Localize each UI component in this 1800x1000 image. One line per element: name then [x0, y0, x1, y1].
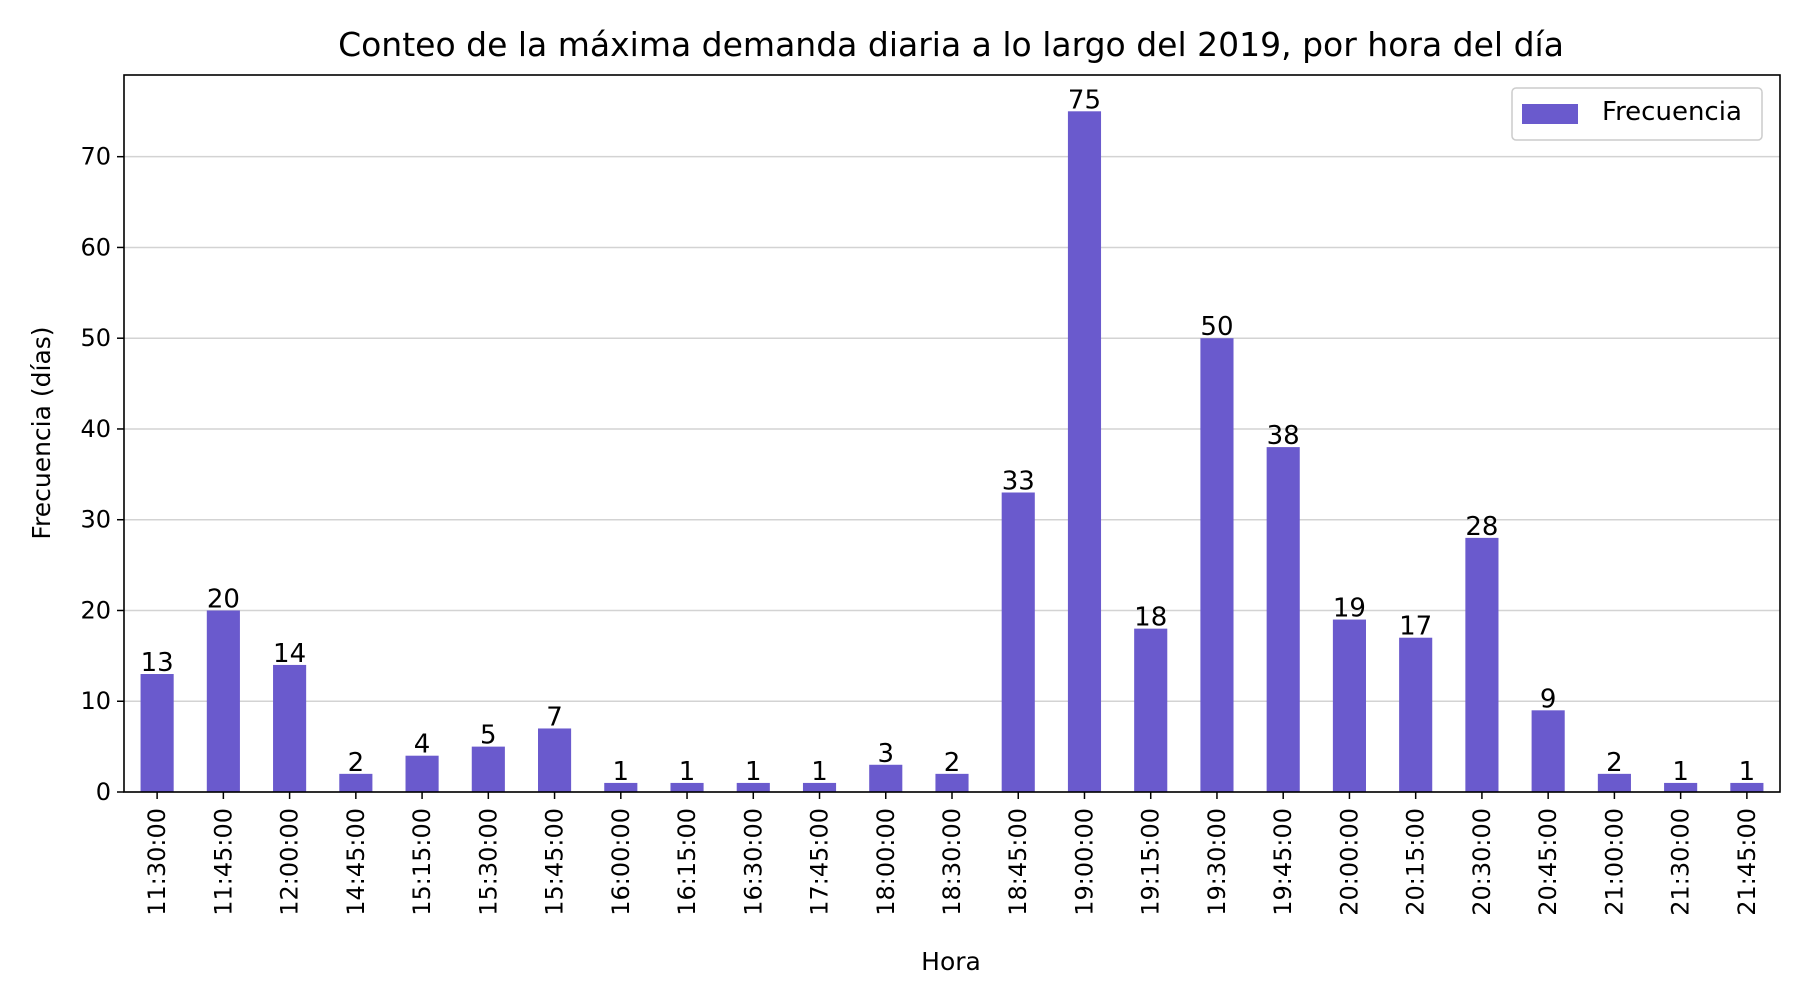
x-tick-label: 20:15:00 [1402, 808, 1430, 916]
data-label-15:45:00: 7 [546, 702, 563, 732]
data-label-12:00:00: 14 [273, 639, 306, 669]
data-label-20:15:00: 17 [1399, 612, 1432, 642]
x-tick-label: 19:30:00 [1203, 808, 1231, 916]
bar-15:30:00 [471, 746, 505, 792]
bar-21:30:00 [1664, 782, 1698, 792]
bar-20:45:00 [1531, 710, 1565, 792]
data-label-11:45:00: 20 [207, 584, 240, 614]
data-label-18:00:00: 3 [877, 739, 894, 769]
x-tick-label: 21:00:00 [1600, 808, 1628, 916]
data-label-20:45:00: 9 [1540, 684, 1557, 714]
data-label-19:15:00: 18 [1134, 603, 1167, 633]
legend-swatch [1522, 104, 1578, 124]
bar-17:45:00 [802, 782, 837, 792]
data-label-16:00:00: 1 [613, 757, 630, 787]
data-label-19:45:00: 38 [1267, 421, 1300, 451]
y-tick-label: 30 [80, 506, 111, 534]
data-label-17:45:00: 1 [811, 757, 828, 787]
bar-19:45:00 [1266, 447, 1300, 792]
y-axis: 0 10 20 30 40 50 60 70 [80, 143, 124, 806]
x-tick-label: 19:15:00 [1137, 808, 1165, 916]
bar-19:30:00 [1200, 338, 1234, 792]
legend: Frecuencia [1511, 87, 1763, 141]
x-tick-label: 20:30:00 [1468, 808, 1496, 916]
data-label-14:45:00: 2 [348, 748, 365, 778]
x-axis: 11:30:00 11:45:00 12:00:00 14:45:00 15:15:00… [143, 792, 1761, 916]
x-tick-label: 20:00:00 [1335, 808, 1363, 916]
data-label-20:00:00: 19 [1333, 594, 1366, 624]
data-label-20:30:00: 28 [1465, 512, 1498, 542]
data-label-18:45:00: 33 [1002, 466, 1035, 496]
legend-label: Frecuencia [1602, 97, 1742, 127]
bar-18:30:00 [935, 773, 969, 792]
plot-frame [123, 74, 1781, 793]
x-tick-label: 14:45:00 [342, 808, 370, 916]
data-label-11:30:00: 13 [141, 648, 174, 678]
data-label-21:30:00: 1 [1672, 757, 1689, 787]
y-tick-label: 0 [96, 778, 111, 806]
x-tick-label: 15:15:00 [408, 808, 436, 916]
bar-18:45:00 [1001, 492, 1035, 792]
y-tick-label: 50 [80, 324, 111, 352]
bar-21:45:00 [1730, 782, 1764, 792]
bar-12:00:00 [273, 664, 307, 792]
bar-18:00:00 [869, 764, 903, 792]
bars [140, 111, 1764, 793]
legend-box [1511, 87, 1763, 141]
chart-title: Conteo de la máxima demanda diaria a lo … [338, 25, 1564, 64]
x-tick-label: 17:45:00 [806, 808, 834, 916]
y-tick-label: 60 [80, 233, 111, 261]
x-tick-label: 15:30:00 [474, 808, 502, 916]
x-tick-label: 11:45:00 [209, 808, 237, 916]
bar-20:30:00 [1465, 537, 1499, 792]
bar-16:30:00 [736, 782, 770, 792]
x-tick-label: 15:45:00 [541, 808, 569, 916]
data-label-21:45:00: 1 [1739, 757, 1756, 787]
x-tick-label: 19:00:00 [1070, 808, 1098, 916]
x-tick-label: 19:45:00 [1269, 808, 1297, 916]
data-label-16:30:00: 1 [745, 757, 762, 787]
y-tick-label: 70 [80, 143, 111, 171]
data-label-18:30:00: 2 [944, 748, 961, 778]
x-tick-label: 21:45:00 [1733, 808, 1761, 916]
x-tick-label: 16:15:00 [673, 808, 701, 916]
bar-15:45:00 [538, 728, 572, 792]
data-label-19:30:00: 50 [1200, 312, 1233, 342]
bar-19:15:00 [1134, 628, 1168, 792]
data-label-16:15:00: 1 [679, 757, 696, 787]
x-tick-label: 16:30:00 [739, 808, 767, 916]
y-tick-label: 10 [80, 687, 111, 715]
bar-16:15:00 [670, 782, 704, 792]
bar-20:15:00 [1399, 637, 1433, 792]
x-axis-label: Hora [921, 947, 981, 976]
data-label-15:30:00: 5 [480, 721, 497, 751]
x-tick-label: 18:45:00 [1004, 808, 1032, 916]
bar-14:45:00 [339, 773, 373, 792]
bar-11:45:00 [206, 610, 240, 792]
data-label-15:15:00: 4 [414, 730, 431, 760]
data-label-21:00:00: 2 [1606, 748, 1623, 778]
x-tick-label: 16:00:00 [607, 808, 635, 916]
x-tick-label: 18:00:00 [872, 808, 900, 916]
x-tick-label: 20:45:00 [1534, 808, 1562, 916]
bar-15:15:00 [405, 755, 439, 792]
y-tick-label: 20 [80, 596, 111, 624]
bar-19:00:00 [1067, 111, 1102, 793]
data-label-19:00:00: 75 [1068, 85, 1101, 115]
y-tick-label: 40 [80, 415, 111, 443]
bar-20:00:00 [1332, 619, 1366, 792]
x-tick-label: 18:30:00 [938, 808, 966, 916]
bar-16:00:00 [604, 782, 638, 792]
grid-lines [124, 155, 1780, 793]
bar-11:30:00 [140, 674, 174, 792]
bar-21:00:00 [1597, 773, 1631, 792]
x-tick-label: 12:00:00 [276, 808, 304, 916]
y-axis-label: Frecuencia (días) [27, 326, 56, 539]
x-tick-label: 11:30:00 [143, 808, 171, 916]
x-tick-label: 21:30:00 [1667, 808, 1695, 916]
